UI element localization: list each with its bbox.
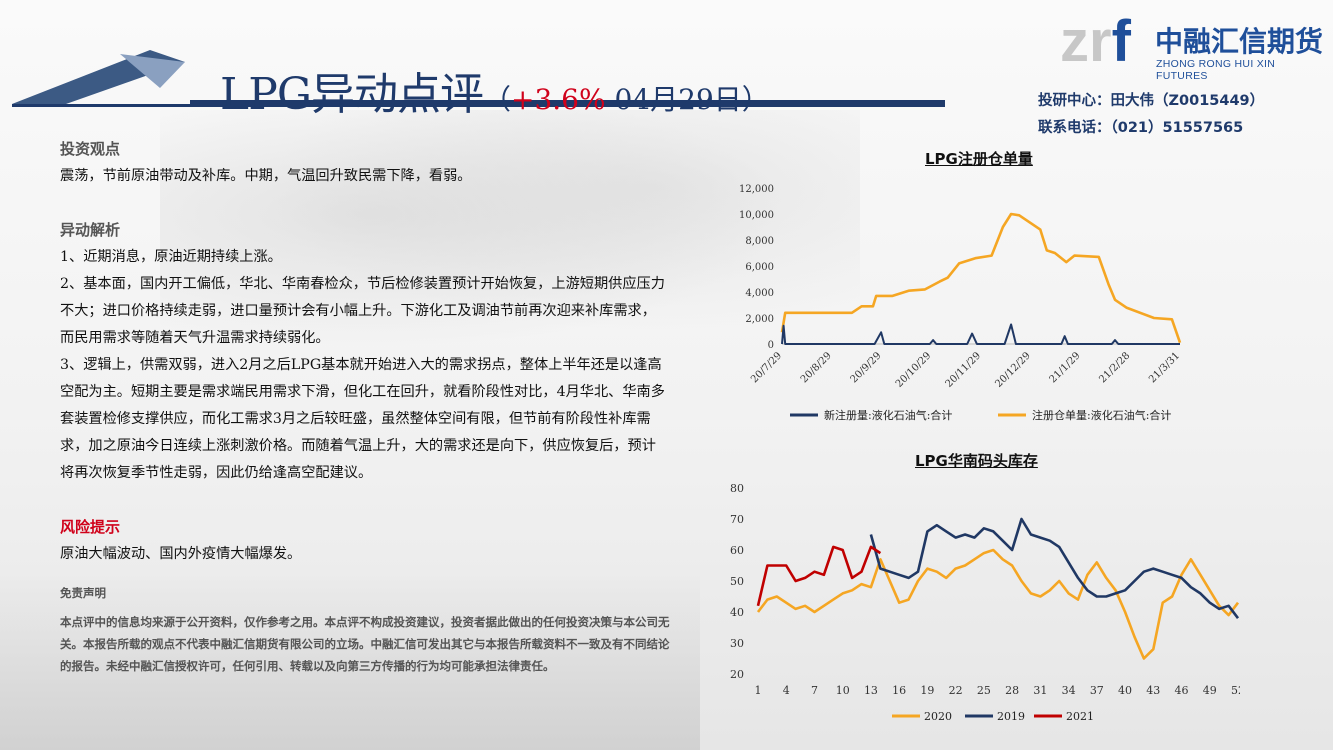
title-change: +3.6%	[511, 83, 606, 116]
y-tick-label: 4,000	[745, 288, 774, 299]
chart1-title: LPG注册仓单量	[925, 150, 1033, 168]
x-tick-label: 25	[977, 684, 991, 697]
x-tick-label: 21/3/31	[1147, 350, 1182, 385]
x-tick-label: 20/7/29	[749, 350, 784, 385]
company-logo: zrf 中融汇信期货 ZHONG RONG HUI XIN FUTURES	[1060, 12, 1325, 83]
series-line-registered-receipts	[780, 212, 1182, 344]
phone-line: 联系电话：（021）51557565	[1038, 120, 1244, 136]
x-tick-label: 16	[892, 684, 906, 697]
view-title: 投资观点	[60, 140, 121, 158]
background-world-map	[160, 110, 860, 370]
series-line-2020	[756, 548, 1240, 660]
x-tick-label: 21/1/29	[1048, 350, 1083, 385]
header-underline-left	[12, 104, 192, 107]
logo-mark: zrf	[1060, 12, 1131, 72]
y-tick-label: 0	[768, 340, 774, 351]
header-underline	[190, 100, 945, 107]
x-tick-label: 20/11/29	[944, 350, 984, 390]
analysis-point-1: 1、近期消息，原油近期持续上涨。	[60, 249, 282, 265]
x-tick-label: 19	[920, 684, 934, 697]
y-tick-label: 80	[730, 482, 744, 495]
x-tick-label: 37	[1090, 684, 1104, 697]
x-tick-label: 49	[1203, 684, 1217, 697]
series-line-new-registrations	[781, 323, 1180, 345]
y-tick-label: 20	[730, 668, 744, 681]
logo-mark-f: f	[1111, 9, 1131, 74]
risk-title: 风险提示	[60, 518, 121, 536]
x-tick-label: 52	[1231, 684, 1240, 697]
series-line-2019	[869, 517, 1240, 619]
y-tick-label: 2,000	[745, 314, 774, 325]
y-tick-label: 30	[730, 637, 744, 650]
x-tick-label: 10	[836, 684, 850, 697]
x-tick-label: 43	[1146, 684, 1160, 697]
commentary-column: 投资观点 震荡，节前原油带动及补库。中期，气温回升致民需下降，看弱。 异动解析 …	[60, 136, 670, 677]
logo-english-name: ZHONG RONG HUI XIN FUTURES	[1156, 58, 1276, 82]
contact-block: 投研中心：田大伟（Z0015449） 联系电话：（021）51557565	[1038, 88, 1264, 142]
legend-label: 新注册量:液化石油气:合计	[824, 408, 952, 422]
x-tick-label: 46	[1175, 684, 1189, 697]
y-tick-label: 10,000	[739, 210, 774, 221]
y-tick-label: 60	[730, 544, 744, 557]
disclaimer-text: 本点评中的信息均来源于公开资料，仅作参考之用。本点评不构成投资建议，投资者据此做…	[60, 615, 670, 673]
x-tick-label: 20/10/29	[894, 350, 934, 390]
warehouse-receipts-chart: 12,000 10,000 8,000 6,000 4,000 2,000 020/7/29…	[739, 184, 1182, 422]
background-city-skyline	[0, 570, 700, 750]
chart2-title: LPG华南码头库存	[915, 452, 1038, 470]
page-title: LPG异动点评（+3.6% 04月29日）	[220, 58, 770, 122]
view-text: 震荡，节前原油带动及补库。中期，气温回升致民需下降，看弱。	[60, 168, 472, 184]
x-tick-label: 34	[1062, 684, 1076, 697]
analysis-point-2: 2、基本面，国内开工偏低，华北、华南春检众，节后检修装置预计开始恢复，上游短期供…	[60, 276, 665, 346]
y-tick-label: 8,000	[745, 236, 774, 247]
x-tick-label: 1	[755, 684, 762, 697]
x-tick-label: 20/9/29	[849, 350, 884, 385]
y-tick-label: 6,000	[745, 262, 774, 273]
logo-mark-zr: zr	[1060, 9, 1112, 74]
logo-chinese-name: 中融汇信期货	[1155, 25, 1324, 58]
title-date: 04月29日）	[605, 83, 770, 116]
x-tick-label: 20/12/29	[993, 350, 1033, 390]
title-main: LPG异动点评	[220, 69, 484, 120]
x-tick-label: 4	[783, 684, 790, 697]
analysis-title: 异动解析	[60, 221, 121, 239]
analyst-line: 投研中心：田大伟（Z0015449）	[1038, 93, 1265, 109]
title-open-paren: （	[482, 83, 511, 116]
x-tick-label: 31	[1033, 684, 1047, 697]
disclaimer-title: 免责声明	[60, 586, 106, 600]
x-tick-label: 40	[1118, 684, 1132, 697]
x-tick-label: 28	[1005, 684, 1019, 697]
x-tick-label: 13	[864, 684, 878, 697]
x-tick-label: 21/2/28	[1097, 350, 1132, 385]
header-triangle-decoration	[12, 50, 185, 104]
y-tick-label: 40	[730, 606, 744, 619]
y-tick-label: 50	[730, 575, 744, 588]
risk-text: 原油大幅波动、国内外疫情大幅爆发。	[60, 546, 302, 562]
analysis-point-3: 3、逻辑上，供需双弱，进入2月之后LPG基本就开始进入大的需求拐点，整体上半年还…	[60, 357, 665, 481]
x-tick-label: 22	[949, 684, 963, 697]
x-tick-label: 7	[811, 684, 818, 697]
legend-label: 2021	[1066, 710, 1094, 723]
legend-label: 2020	[924, 710, 952, 723]
y-tick-label: 12,000	[739, 184, 774, 195]
legend-label: 注册仓单量:液化石油气:合计	[1032, 408, 1171, 422]
series-line-2021	[756, 545, 882, 607]
port-inventory-chart: 80 70 60 50 40 30 20 1 4 7 10 13 16 19 22 25 28 31 34 37 40 4…	[730, 482, 1240, 723]
x-tick-label: 20/8/29	[799, 350, 834, 385]
y-tick-label: 70	[730, 513, 744, 526]
legend-label: 2019	[997, 710, 1025, 723]
